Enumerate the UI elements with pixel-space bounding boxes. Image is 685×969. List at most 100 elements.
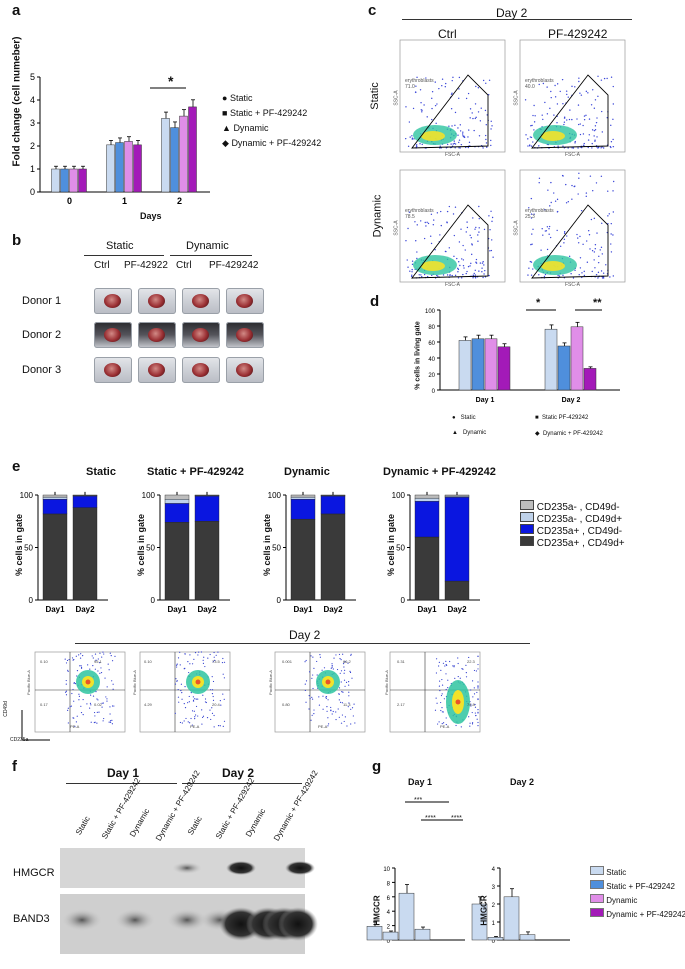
- flow-dot: [591, 129, 594, 131]
- flow-dot: [612, 190, 614, 192]
- bar: [570, 326, 584, 391]
- flow-dot: [530, 274, 533, 276]
- flow-dot: [451, 125, 453, 127]
- flow-dot: [433, 219, 435, 221]
- flow-dot: [309, 698, 311, 700]
- flow-dot: [548, 225, 551, 228]
- flow-dot: [453, 234, 456, 237]
- y-tick-label: 3: [492, 885, 496, 891]
- flow-dot: [442, 274, 445, 276]
- flow-dot: [477, 87, 480, 89]
- flow-dot: [197, 698, 199, 700]
- flow-dot: [411, 271, 413, 273]
- flow-dot: [553, 114, 555, 116]
- flow-dot: [530, 125, 532, 127]
- flow-dot: [344, 661, 346, 663]
- flow-dot: [477, 234, 479, 236]
- flow-dot: [469, 265, 471, 267]
- bar-segment: [414, 494, 440, 499]
- flow-dot: [463, 267, 465, 269]
- flow-dot: [445, 82, 447, 85]
- flow-dot: [524, 99, 527, 101]
- flow-dot: [542, 118, 544, 121]
- flow-dot: [556, 103, 559, 105]
- chart-g1-sig: ****: [425, 815, 436, 822]
- flow-dot: [482, 276, 484, 279]
- flow-dot: [557, 145, 559, 147]
- axis-x-label: FSC-A: [445, 152, 460, 158]
- flow-dot: [574, 142, 576, 144]
- flow-dot: [491, 220, 493, 223]
- flow-dot: [67, 669, 69, 671]
- y-tick-label: 50: [396, 544, 405, 553]
- flow-dot: [610, 222, 612, 225]
- flow-dot: [577, 193, 579, 195]
- flow-dot: [588, 134, 590, 136]
- chart-e3-ylabel: % cells in gate: [262, 513, 273, 577]
- flow-dot: [211, 707, 213, 709]
- chart-e2-ylabel: % cells in gate: [136, 513, 147, 577]
- flow-dot: [181, 722, 183, 724]
- flow-dot: [406, 259, 408, 261]
- flow-dot: [331, 663, 333, 665]
- x-tick-label: Day2: [323, 605, 343, 614]
- y-tick-label: 3: [30, 118, 35, 128]
- flow-dot: [530, 213, 533, 215]
- y-tick-label: 8: [387, 881, 391, 887]
- flow-dot: [601, 146, 603, 148]
- flow-dot: [78, 693, 80, 695]
- chart-e3-title: Dynamic: [284, 466, 330, 478]
- flow-dot: [531, 124, 533, 127]
- flow-dot: [111, 705, 114, 707]
- donor-photo: [138, 288, 176, 314]
- flow-dot: [337, 708, 339, 710]
- flow-dot: [461, 133, 464, 135]
- flow-dot: [591, 270, 593, 273]
- flow-dot: [435, 658, 438, 660]
- chart-d-sig: **: [593, 297, 602, 309]
- flow-dot: [612, 85, 614, 88]
- lane-label: Dynamic + PF-429242: [272, 768, 320, 843]
- flow-dot: [465, 97, 468, 100]
- flow-dot: [610, 243, 612, 245]
- flow-dot: [538, 182, 540, 184]
- flow-dot: [594, 248, 596, 250]
- flow-density: [455, 699, 461, 705]
- quadrant-label: 95.1: [94, 659, 102, 664]
- flow-dot: [449, 274, 451, 277]
- protein-label-band3: BAND3: [13, 913, 50, 925]
- flow-dot: [544, 209, 546, 211]
- flow-dot: [582, 243, 584, 246]
- flow-dot: [576, 118, 578, 120]
- flow-dot: [529, 144, 531, 146]
- flow-dot: [423, 104, 425, 106]
- flow-dot: [348, 702, 350, 704]
- flow-dot: [454, 206, 457, 208]
- flow-dot: [471, 253, 473, 256]
- flow-dot: [578, 172, 580, 174]
- flow-dot: [443, 698, 445, 700]
- flow-dot: [330, 706, 332, 709]
- flow-dot: [420, 220, 422, 222]
- flow-dot: [532, 228, 534, 230]
- flow-dot: [458, 97, 460, 100]
- flow-dot: [70, 705, 72, 707]
- flow-dot: [597, 75, 599, 78]
- flow-dot: [106, 698, 108, 700]
- flow-dot: [351, 707, 354, 709]
- flow-dot: [582, 124, 584, 127]
- flow-dot: [467, 136, 469, 138]
- flow-dot: [442, 722, 445, 724]
- flow-dot: [477, 686, 479, 688]
- flow-dot: [347, 706, 349, 708]
- flow-dot: [465, 672, 467, 674]
- gate-label: erythroblasts 25.3: [525, 208, 554, 220]
- flow-dot: [174, 712, 176, 714]
- flow-dot: [471, 723, 474, 725]
- flow-dot: [339, 701, 342, 703]
- flow-dot: [454, 274, 457, 277]
- flow-dot: [475, 670, 477, 672]
- flow-dot: [481, 271, 483, 273]
- flow-dot: [409, 270, 411, 272]
- bar: [583, 368, 597, 391]
